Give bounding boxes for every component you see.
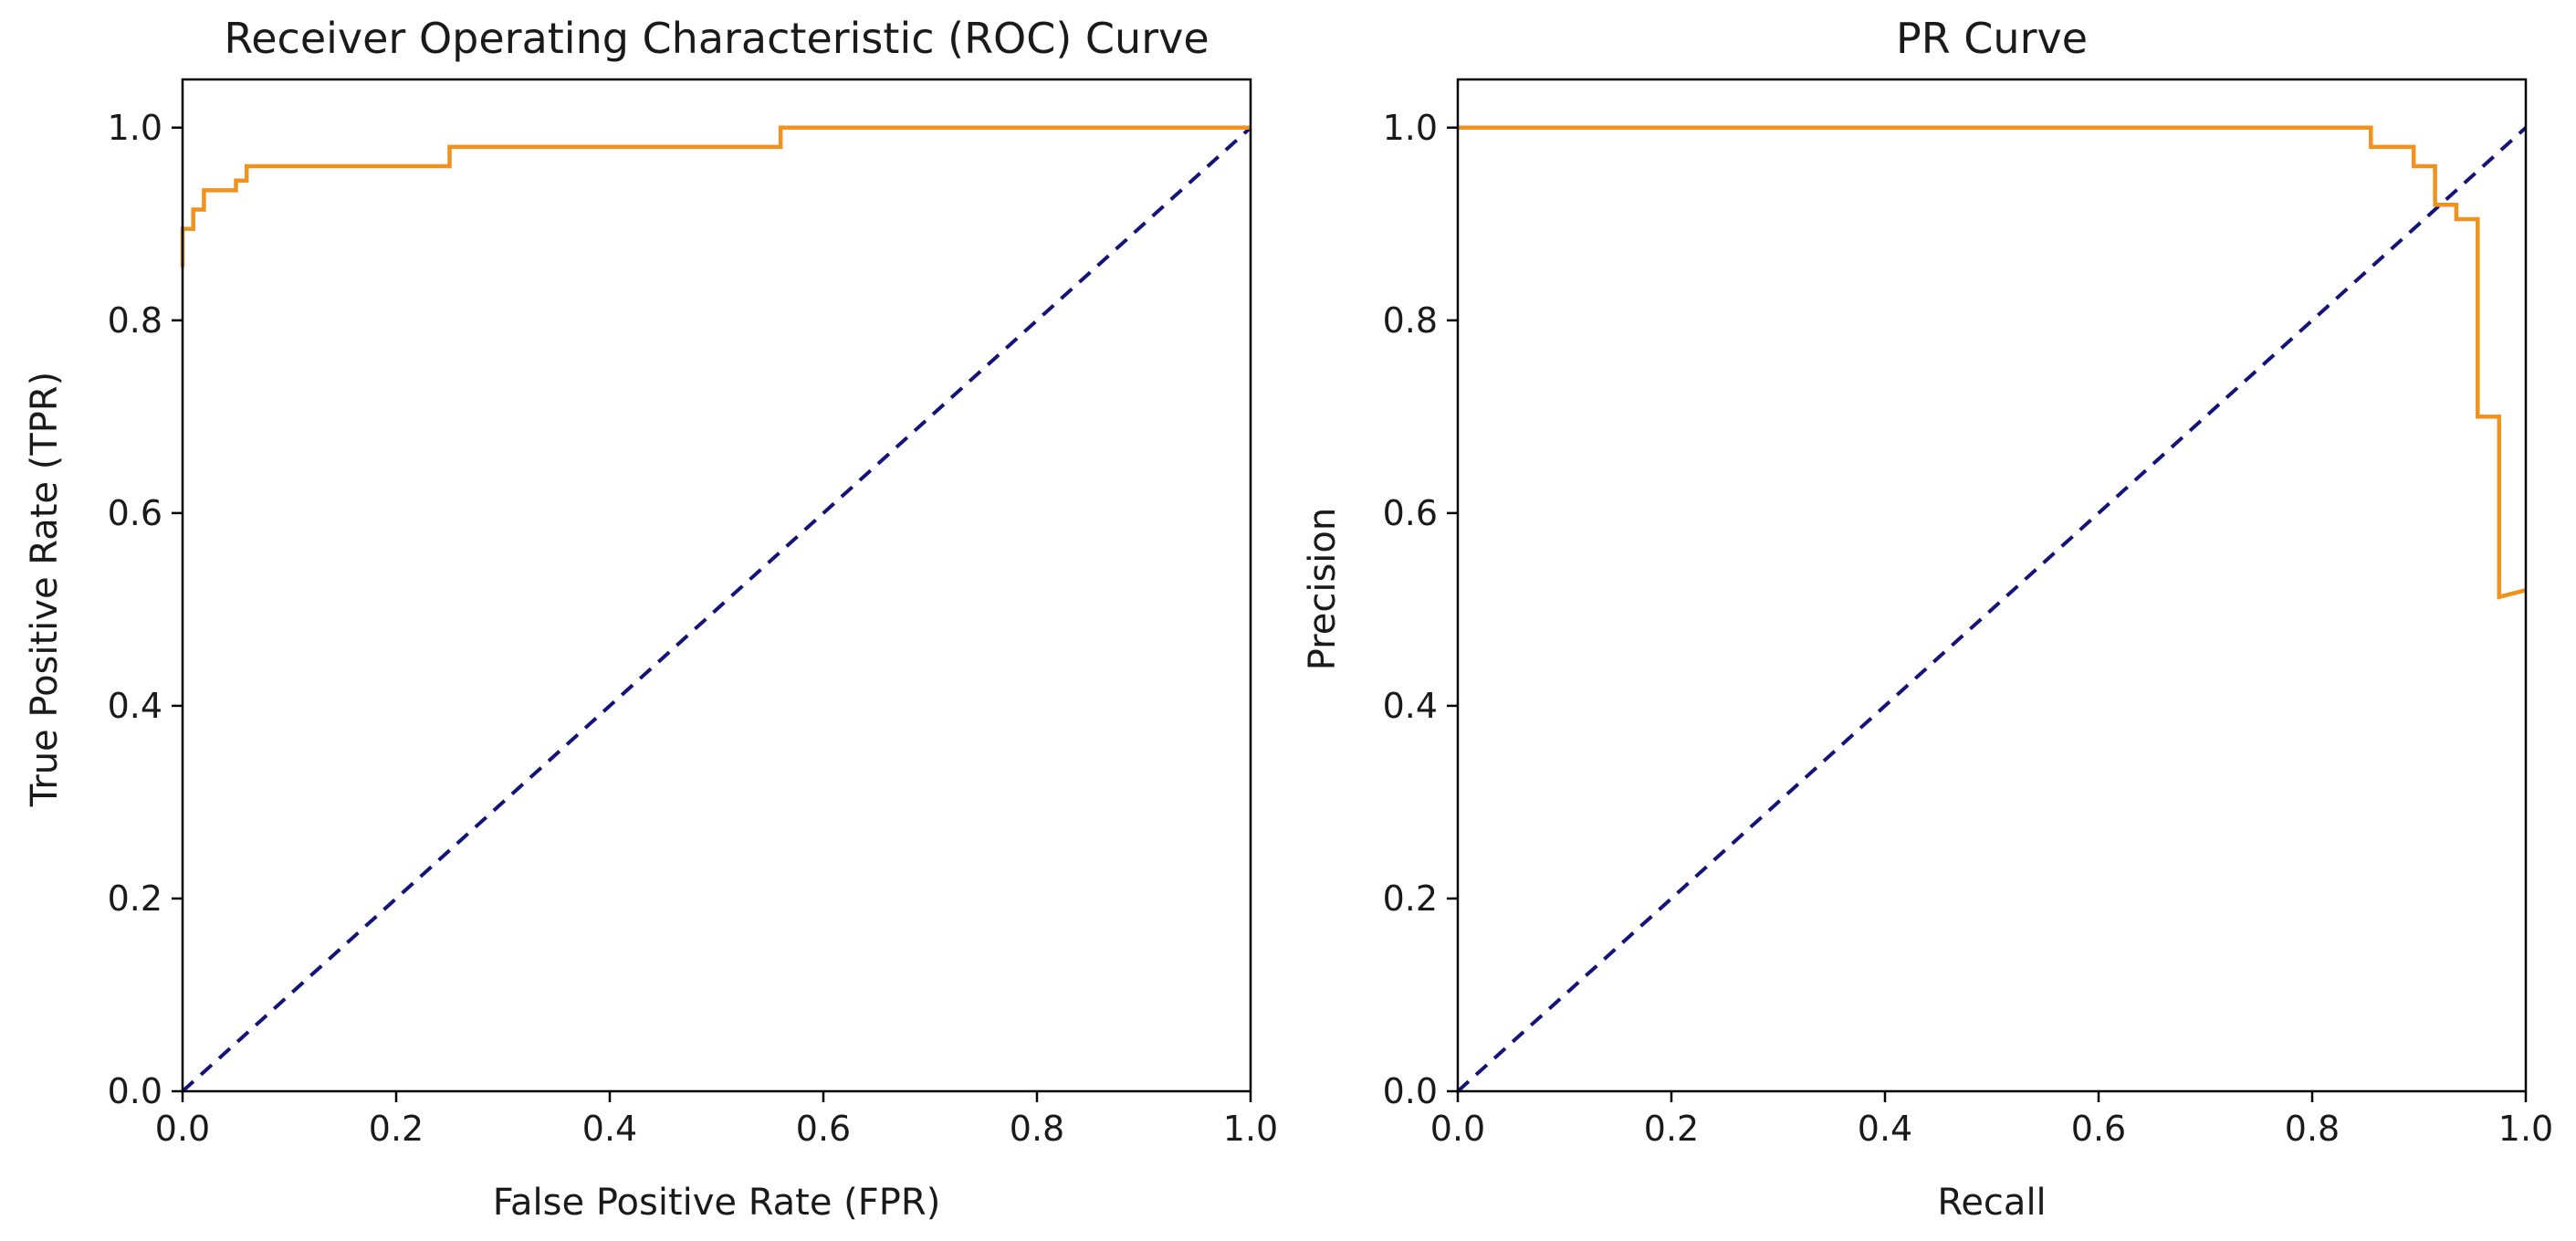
roc-roc-curve-line xyxy=(180,125,1251,268)
pr-y-tick-label: 0.0 xyxy=(1383,1071,1438,1111)
roc-y-tick-label: 0.4 xyxy=(108,686,162,726)
pr-ticks: 0.0 0.2 0.4 0.6 0.8 1.0 0.0 0.2 0.4 0.6 0.8 1.0 xyxy=(1383,108,2554,1149)
pr-chart: PR Curve Recall Precision 0.0 0.2 0.4 0.6 0.… xyxy=(1302,14,2553,1224)
pr-x-tick-label: 1.0 xyxy=(2498,1109,2553,1149)
pr-x-tick-label: 0.2 xyxy=(1644,1109,1699,1149)
roc-x-tick-label: 0.4 xyxy=(582,1109,637,1149)
roc-x-axis-label: False Positive Rate (FPR) xyxy=(493,1182,941,1224)
roc-x-tick-label: 0.6 xyxy=(796,1109,851,1149)
roc-y-tick-label: 0.0 xyxy=(108,1071,162,1111)
roc-x-tick-label: 0.8 xyxy=(1010,1109,1064,1149)
roc-y-tick-label: 0.2 xyxy=(108,878,162,919)
roc-y-tick-label: 1.0 xyxy=(108,108,162,148)
pr-plot-frame xyxy=(1456,78,2528,1093)
pr-x-tick-label: 0.6 xyxy=(2071,1109,2126,1149)
pr-x-tick-label: 0.0 xyxy=(1430,1109,1485,1149)
pr-y-tick-label: 0.2 xyxy=(1383,878,1438,919)
pr-series xyxy=(1456,125,2528,1093)
roc-y-tick-label: 0.6 xyxy=(108,493,162,533)
pr-y-tick-label: 0.6 xyxy=(1383,493,1438,533)
pr-chart-title: PR Curve xyxy=(1896,14,2088,63)
roc-chart-title: Receiver Operating Characteristic (ROC) … xyxy=(224,14,1209,63)
pr-x-tick-label: 0.8 xyxy=(2285,1109,2340,1149)
pr-y-tick-label: 0.4 xyxy=(1383,686,1438,726)
pr-x-tick-label: 0.4 xyxy=(1858,1109,1912,1149)
roc-series xyxy=(180,125,1252,1093)
roc-ticks: 0.0 0.2 0.4 0.6 0.8 1.0 0.0 0.2 0.4 0.6 0.8 1.0 xyxy=(108,108,1279,1149)
roc-x-tick-label: 1.0 xyxy=(1223,1109,1278,1149)
roc-x-tick-label: 0.0 xyxy=(155,1109,210,1149)
roc-y-axis-label: True Positive Rate (TPR) xyxy=(24,372,66,808)
roc-plot-frame xyxy=(181,78,1252,1093)
pr-y-tick-label: 0.8 xyxy=(1383,300,1438,341)
roc-y-tick-label: 0.8 xyxy=(108,300,162,341)
roc-x-tick-label: 0.2 xyxy=(369,1109,424,1149)
pr-x-axis-label: Recall xyxy=(1937,1182,2046,1224)
pr-pr-curve-line xyxy=(1458,125,2527,600)
pr-y-tick-label: 1.0 xyxy=(1383,108,1438,148)
pr-y-axis-label: Precision xyxy=(1302,508,1344,670)
roc-chart: Receiver Operating Characteristic (ROC) … xyxy=(24,14,1278,1224)
pr-chance-diagonal-line xyxy=(1456,126,2528,1093)
roc-chance-diagonal-line xyxy=(181,126,1252,1093)
